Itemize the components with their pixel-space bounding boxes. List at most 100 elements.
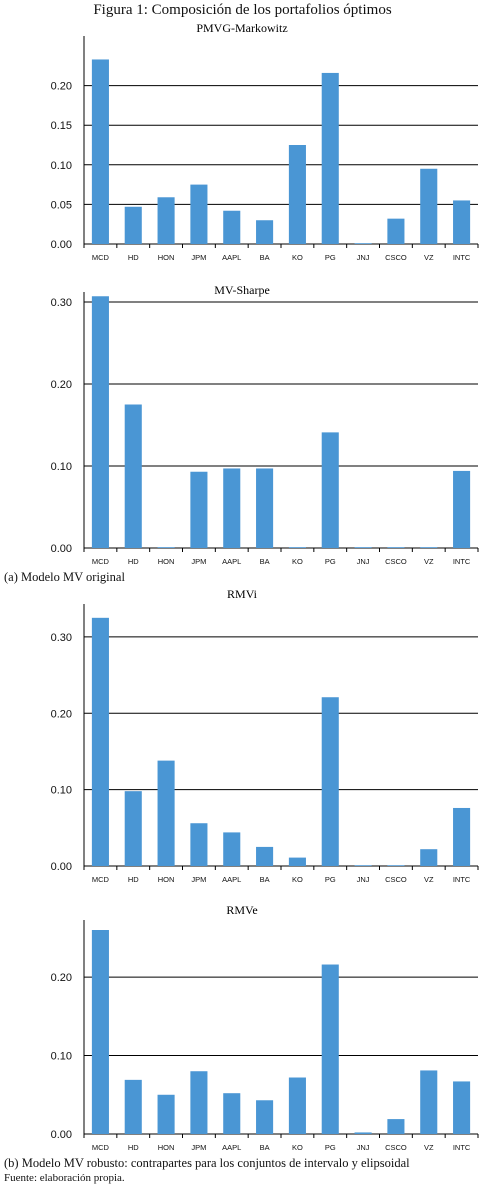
bar-mcd <box>91 930 109 1134</box>
x-tick-label: PG <box>325 1143 336 1152</box>
x-tick-label: PG <box>325 557 336 566</box>
bar-hon <box>157 1094 175 1134</box>
x-tick-label: KO <box>292 557 303 566</box>
chart-subtitle: PMVG-Markowitz <box>196 21 287 35</box>
chart-mv-sharpe: MV-Sharpe 0.00 0.10 0.20 0.30 MCD HD HON JPM AAPL… <box>0 282 485 572</box>
bar-ba <box>256 846 274 866</box>
chart-subtitle: RMVi <box>227 587 258 601</box>
bar-csco <box>387 1119 405 1134</box>
x-tick-label: AAPL <box>222 1143 241 1152</box>
bar-csco <box>387 218 405 244</box>
y-tick-label: 0.00 <box>51 861 72 873</box>
x-tick-label: INTC <box>453 875 471 884</box>
x-tick-label: PG <box>325 253 336 262</box>
y-tick-label: 0.30 <box>51 632 72 644</box>
bar-jpm <box>190 471 208 548</box>
y-tick-label: 0.20 <box>51 972 72 984</box>
bar-vz <box>420 849 438 866</box>
x-tick-label: AAPL <box>222 875 241 884</box>
chart-subtitle: MV-Sharpe <box>214 283 270 297</box>
bar-ba <box>256 1100 274 1134</box>
bar-mcd <box>91 59 109 244</box>
x-tick-label: HON <box>158 557 175 566</box>
bar-pg <box>321 697 339 866</box>
bar-ba <box>256 220 274 244</box>
x-tick-label: VZ <box>424 253 434 262</box>
bar-vz <box>420 547 438 548</box>
bar-jpm <box>190 184 208 244</box>
bar-ko <box>288 1077 306 1134</box>
x-tick-label: BA <box>260 1143 270 1152</box>
bar-intc <box>453 1081 471 1134</box>
bar-pg <box>321 72 339 244</box>
bar-aapl <box>223 210 241 244</box>
bar-jnj <box>354 1132 372 1134</box>
bar-jpm <box>190 823 208 866</box>
x-tick-label: CSCO <box>385 253 407 262</box>
bar-hon <box>157 547 175 548</box>
x-tick-label: CSCO <box>385 1143 407 1152</box>
bar-aapl <box>223 1093 241 1134</box>
chart-svg-rmve: RMVe 0.00 0.10 0.20 MCD HD HON JPM AAPL BA KO PG JNJ… <box>51 903 479 1152</box>
y-tick-label: 0.00 <box>51 1129 72 1141</box>
bar-vz <box>420 1070 438 1134</box>
x-tick-label: CSCO <box>385 875 407 884</box>
x-tick-label: MCD <box>92 253 110 262</box>
chart-svg-pmvg-markowitz: PMVG-Markowitz 0.00 0.05 0.10 0.15 0.20 MCD HD H… <box>51 21 479 262</box>
x-tick-label: HON <box>158 875 175 884</box>
x-tick-label: HD <box>128 1143 139 1152</box>
x-tick-label: VZ <box>424 1143 434 1152</box>
y-tick-label: 0.10 <box>51 461 72 473</box>
bar-ba <box>256 468 274 548</box>
caption-b: (b) Modelo MV robusto: contrapartes para… <box>4 1156 410 1170</box>
x-tick-label: JNJ <box>357 875 370 884</box>
x-tick-label: JPM <box>191 253 206 262</box>
x-tick-label: INTC <box>453 253 471 262</box>
x-tick-label: JPM <box>191 557 206 566</box>
bar-csco <box>387 865 405 866</box>
y-tick-label: 0.10 <box>51 1051 72 1063</box>
figure-title: Figura 1: Composición de los portafolios… <box>93 2 392 18</box>
x-tick-label: MCD <box>92 875 110 884</box>
x-tick-label: JPM <box>191 1143 206 1152</box>
bar-hd <box>124 404 142 548</box>
x-tick-label: AAPL <box>222 253 241 262</box>
x-tick-label: HON <box>158 1143 175 1152</box>
x-tick-label: VZ <box>424 557 434 566</box>
x-tick-label: BA <box>260 253 270 262</box>
bar-vz <box>420 168 438 244</box>
source-note: Fuente: elaboración propia. <box>4 1172 125 1184</box>
bar-ko <box>288 547 306 548</box>
bar-mcd <box>91 617 109 866</box>
bar-ko <box>288 145 306 244</box>
x-tick-label: KO <box>292 1143 303 1152</box>
bar-aapl <box>223 468 241 548</box>
bar-intc <box>453 807 471 866</box>
x-tick-label: HD <box>128 557 139 566</box>
bar-hd <box>124 206 142 244</box>
bar-csco <box>387 547 405 548</box>
bar-jnj <box>354 547 372 548</box>
y-tick-label: 0.30 <box>51 297 72 309</box>
bar-jpm <box>190 1071 208 1134</box>
bar-intc <box>453 200 471 244</box>
chart-rmve: RMVe 0.00 0.10 0.20 MCD HD HON JPM AAPL BA KO PG JNJ… <box>0 902 485 1158</box>
bar-mcd <box>91 296 109 548</box>
bar-ko <box>288 857 306 866</box>
x-tick-label: KO <box>292 253 303 262</box>
x-tick-label: INTC <box>453 557 471 566</box>
x-tick-label: BA <box>260 875 270 884</box>
x-tick-label: JPM <box>191 875 206 884</box>
y-tick-label: 0.00 <box>51 543 72 555</box>
x-tick-label: PG <box>325 875 336 884</box>
x-tick-label: HON <box>158 253 175 262</box>
bar-hd <box>124 1079 142 1134</box>
x-tick-label: JNJ <box>357 557 370 566</box>
y-tick-label: 0.15 <box>51 120 72 132</box>
chart-rmvi: RMVi 0.00 0.10 0.20 0.30 MCD HD HON JPM AAPL BA KO P… <box>0 586 485 890</box>
x-tick-label: HD <box>128 875 139 884</box>
x-tick-label: INTC <box>453 1143 471 1152</box>
y-tick-label: 0.20 <box>51 81 72 93</box>
x-tick-label: BA <box>260 557 270 566</box>
bar-hon <box>157 197 175 244</box>
